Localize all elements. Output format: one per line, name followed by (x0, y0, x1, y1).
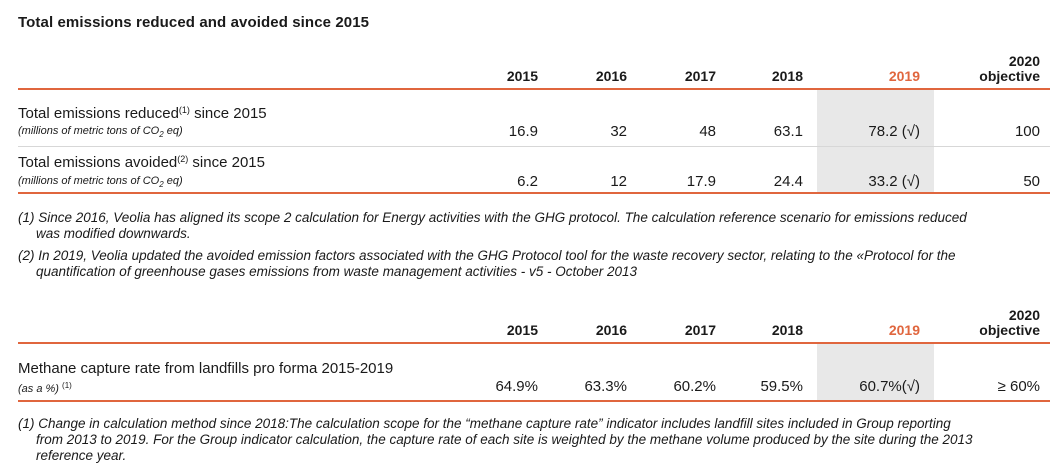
footnote-2: (2) In 2019, Veolia updated the avoided … (18, 248, 956, 279)
row-label-emissions-reduced: Total emissions reduced(1) since 2015 (18, 105, 267, 122)
value-2020-objective: 50 (1023, 173, 1040, 190)
row-label-methane-capture: Methane capture rate from landfills pro … (18, 360, 394, 377)
year-header-2017: 2017 (684, 322, 716, 338)
objective-label: objective (979, 68, 1040, 84)
year-header-2018: 2018 (771, 68, 803, 84)
objective-year: 2020 (1008, 53, 1040, 69)
year-header-2017: 2017 (684, 68, 716, 84)
row-label-emissions-avoided: Total emissions avoided(2) since 2015 (18, 154, 265, 171)
year-header-2019: 2019 (888, 68, 920, 84)
value-2016: 32 (610, 123, 627, 140)
footnote-ref: (2) (177, 154, 189, 164)
table-bottom-rule (18, 192, 1050, 194)
objective-header: 2020 objective (950, 308, 1040, 338)
objective-year: 2020 (1008, 307, 1040, 323)
value-2019: 78.2 (√) (868, 123, 920, 140)
footnote-ref: (1) (62, 381, 72, 390)
year-header-2018: 2018 (771, 322, 803, 338)
value-2019: 33.2 (√) (868, 173, 920, 190)
footnote-ref: (1) (178, 105, 190, 115)
footnote-1: (1) Since 2016, Veolia has aligned its s… (18, 210, 967, 241)
value-2015: 16.9 (508, 123, 538, 140)
value-2020-objective: ≥ 60% (997, 378, 1040, 395)
value-2018: 59.5% (760, 378, 803, 395)
year-header-2019: 2019 (888, 322, 920, 338)
objective-label: objective (979, 322, 1040, 338)
row-unit-methane-capture: (as a %) (1) (18, 381, 72, 395)
value-2017: 48 (699, 123, 716, 140)
value-2015: 6.2 (517, 173, 538, 190)
highlight-column-2019 (817, 344, 934, 400)
header-rule (18, 342, 1050, 344)
value-2018: 63.1 (773, 123, 803, 140)
value-2016: 63.3% (584, 378, 627, 395)
value-2020-objective: 100 (1014, 123, 1040, 140)
value-2018: 24.4 (773, 173, 803, 190)
row-divider (18, 146, 1050, 147)
value-2017: 17.9 (686, 173, 716, 190)
row-unit-emissions-avoided: (millions of metric tons of CO2 eq) (18, 175, 183, 190)
year-header-2016: 2016 (595, 322, 627, 338)
objective-header: 2020 objective (950, 54, 1040, 84)
year-header-2015: 2015 (506, 322, 538, 338)
header-rule (18, 88, 1050, 90)
value-2017: 60.2% (673, 378, 716, 395)
value-2015: 64.9% (495, 378, 538, 395)
row-unit-emissions-reduced: (millions of metric tons of CO2 eq) (18, 125, 183, 140)
highlight-column-2019 (817, 90, 934, 192)
footnote-methane: (1) Change in calculation method since 2… (18, 416, 973, 463)
value-2016: 12 (610, 173, 627, 190)
page-title: Total emissions reduced and avoided sinc… (18, 14, 370, 31)
value-2019: 60.7%(√) (859, 378, 920, 395)
table-bottom-rule (18, 400, 1050, 402)
year-header-2015: 2015 (506, 68, 538, 84)
year-header-2016: 2016 (595, 68, 627, 84)
